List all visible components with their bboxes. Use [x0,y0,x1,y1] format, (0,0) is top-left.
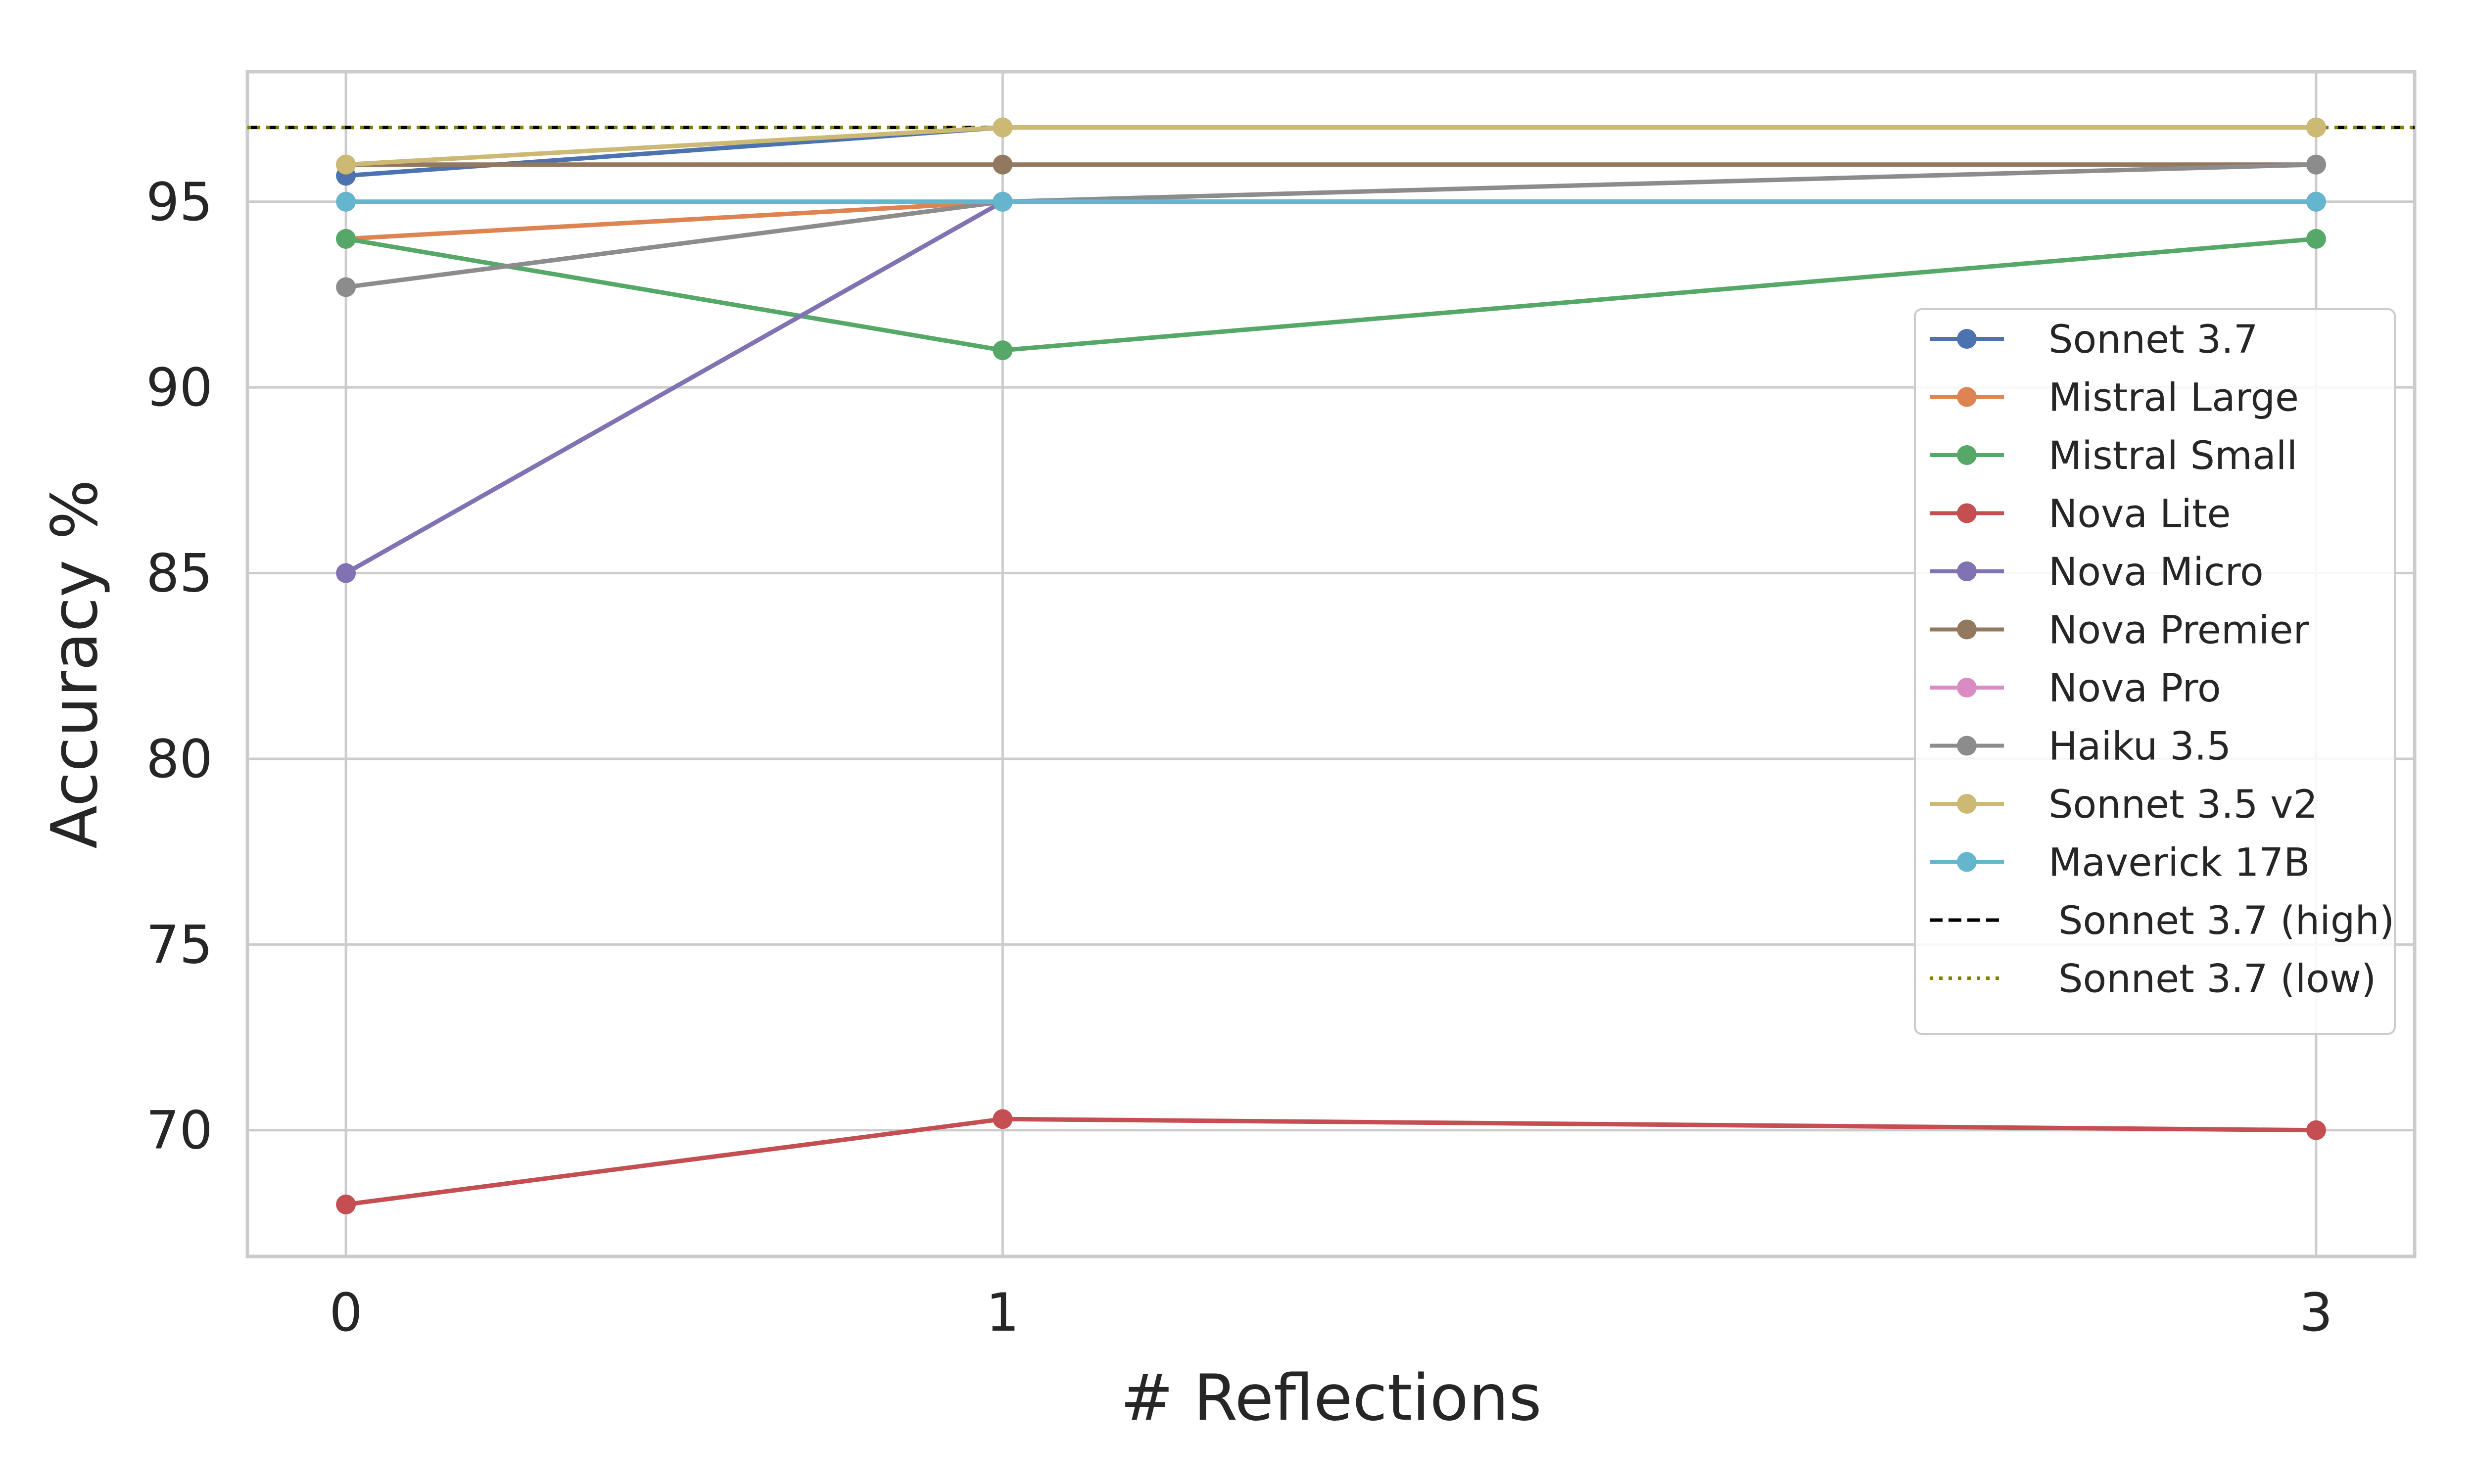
legend-marker [1957,445,1977,465]
x-axis-ticks: 0 1 3 [329,1282,2332,1343]
legend-item: Nova Micro [1930,550,2264,595]
series [336,229,2326,361]
series [336,154,2326,297]
legend-marker [1957,329,1977,349]
series-line [345,125,2316,167]
legend-box [1914,308,2396,1035]
legend-item: Nova Premier [1930,608,2309,653]
data-point [2306,117,2326,138]
x-tick-label: 3 [2299,1282,2332,1343]
series [336,1109,2326,1214]
legend-label: Maverick 17B [2048,841,2310,885]
legend-label: Mistral Large [2048,376,2299,420]
legend-item: Mistral Large [1930,376,2299,420]
y-tick-label: 85 [146,543,213,604]
data-point [336,1194,356,1214]
data-point [336,229,356,249]
y-axis-label: Accuracy % [38,479,112,849]
data-point [2306,191,2326,212]
y-tick-label: 95 [146,172,213,232]
legend-item: Nova Pro [1930,666,2221,711]
legend-label: Nova Premier [2048,608,2309,653]
legend-label: Sonnet 3.7 [2048,318,2258,362]
legend-marker [1957,619,1977,640]
legend: Sonnet 3.7 Mistral Large Mistral Small Nova… [1914,308,2396,1035]
legend-label: Haiku 3.5 [2048,725,2231,769]
legend-label: Sonnet 3.7 (low) [2058,957,2376,1002]
legend-item: Nova Lite [1930,492,2231,537]
series-line [345,199,2316,241]
y-tick-label: 75 [146,914,213,975]
legend-item: Sonnet 3.7 (high) [1930,899,2394,943]
data-point [2306,154,2326,175]
legend-marker [1957,678,1977,697]
y-tick-label: 70 [146,1100,213,1161]
x-tick-label: 0 [329,1282,362,1343]
legend-marker [1957,561,1977,581]
legend-label: Nova Pro [2048,666,2221,711]
data-point [2306,229,2326,249]
data-point [993,340,1013,361]
legend-item: Haiku 3.5 [1930,725,2231,769]
legend-marker [1957,503,1977,523]
legend-item: Sonnet 3.7 [1930,318,2258,362]
x-tick-label: 1 [986,1282,1019,1343]
data-point [2306,1120,2326,1140]
legend-item: Mistral Small [1930,434,2297,478]
legend-marker [1957,794,1977,814]
legend-label: Mistral Small [2048,434,2297,478]
legend-marker [1957,736,1977,756]
data-point [993,117,1013,138]
legend-label: Sonnet 3.5 v2 [2048,783,2318,827]
legend-label: Nova Lite [2048,492,2231,537]
data-point [993,191,1013,212]
legend-marker [1957,852,1977,872]
x-axis-label: # Reflections [1120,1361,1542,1435]
data-point [336,154,356,175]
y-axis-ticks: 70 75 80 85 90 95 [146,172,213,1161]
legend-label: Nova Micro [2048,550,2264,595]
series [336,191,2326,212]
series-lines [336,117,2326,1214]
data-point [993,1109,1013,1129]
data-point [336,563,356,583]
data-point [993,154,1013,175]
y-tick-label: 90 [146,357,213,418]
series-line [345,1116,2316,1207]
series-line [345,125,2316,178]
data-point [336,277,356,297]
legend-item: Sonnet 3.5 v2 [1930,783,2318,827]
legend-label: Sonnet 3.7 (high) [2058,899,2394,943]
legend-marker [1957,387,1977,407]
series-line [345,162,2317,289]
series [336,117,2326,175]
plot-frame [245,70,2417,1258]
legend-item: Maverick 17B [1930,841,2310,885]
y-tick-label: 80 [146,729,213,789]
legend-item: Sonnet 3.7 (low) [1930,957,2376,1002]
data-point [336,191,356,212]
